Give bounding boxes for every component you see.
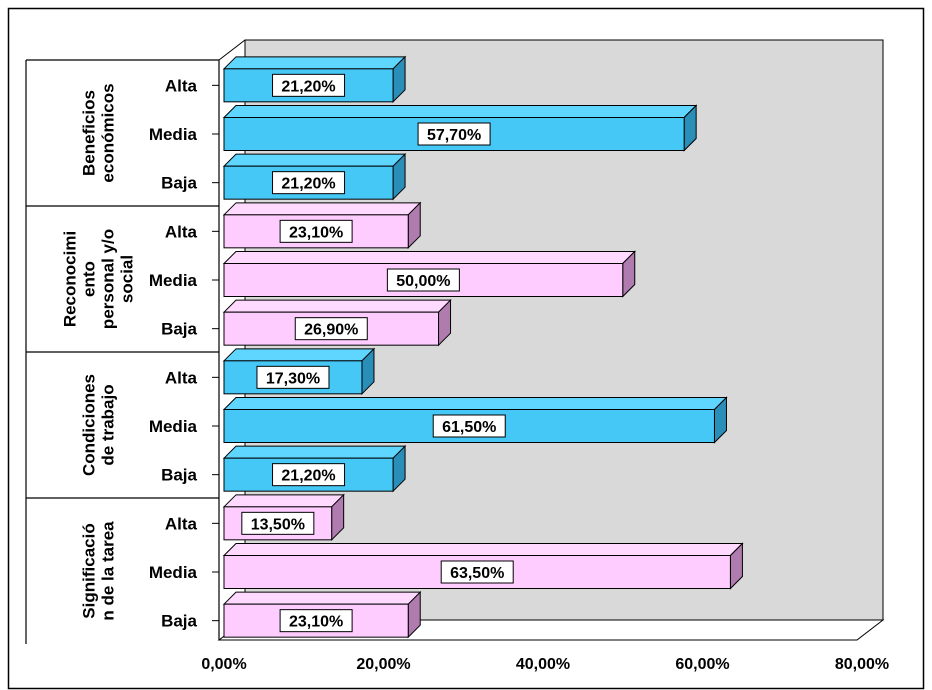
x-tick-label: 40,00% (516, 656, 570, 673)
data-label: 23,10% (289, 224, 343, 241)
bar-top-face (222, 543, 744, 556)
category-label: Baja (161, 174, 197, 193)
bar-top-face (222, 251, 636, 264)
group-label: Beneficioseconómicos (80, 83, 118, 182)
group-label-line: de trabajo (99, 384, 118, 465)
data-label: 21,20% (281, 78, 335, 95)
data-label: 17,30% (266, 370, 320, 387)
bar-top-face (222, 591, 422, 605)
data-label-box (241, 511, 315, 535)
bar-top-face (222, 153, 407, 167)
data-label: 57,70% (427, 127, 481, 144)
data-label-box (440, 560, 514, 584)
category-label: Media (149, 271, 198, 290)
bar-top-face (222, 348, 376, 362)
data-label-box (279, 219, 353, 243)
bar-top-face (222, 397, 728, 410)
data-label: 21,20% (281, 176, 335, 193)
group-label-line: social (118, 255, 137, 303)
group-label: Significación de la tarea (80, 521, 118, 621)
group-label-line: Condiciones (80, 374, 99, 476)
data-label: 63,50% (450, 565, 504, 582)
data-label: 50,00% (396, 273, 450, 290)
bar-top-face (222, 105, 698, 118)
data-label-box (294, 317, 368, 341)
category-label: Alta (165, 368, 198, 387)
category-label: Baja (161, 612, 197, 631)
data-label-box (272, 463, 346, 487)
data-label-box (272, 171, 346, 195)
category-label: Baja (161, 320, 197, 339)
bar-top-face (222, 56, 407, 70)
data-label: 21,20% (281, 468, 335, 485)
group-label-line: económicos (99, 83, 118, 182)
data-label-box (386, 268, 460, 292)
data-label-box (272, 73, 346, 97)
bar-top-face (222, 494, 345, 508)
group-label-line: ento (80, 261, 99, 297)
bar-top-face (222, 202, 422, 216)
group-label: Reconocimientopersonal y/osocial (61, 229, 137, 329)
group-label-line: Beneficios (80, 90, 99, 176)
group-label-line: personal y/o (99, 229, 118, 329)
data-label: 61,50% (442, 419, 496, 436)
category-label: Media (149, 417, 198, 436)
group-label: Condicionesde trabajo (80, 374, 118, 476)
data-label-box (256, 365, 330, 389)
category-label: Media (149, 125, 198, 144)
x-tick-label: 20,00% (356, 656, 410, 673)
bar-top-face (222, 445, 407, 459)
category-label: Alta (165, 222, 198, 241)
x-tick-label: 80,00% (835, 656, 889, 673)
data-label: 26,90% (304, 322, 358, 339)
category-label: Media (149, 563, 198, 582)
group-label-line: n de la tarea (99, 521, 118, 621)
x-tick-label: 0,00% (201, 656, 246, 673)
data-label: 23,10% (289, 614, 343, 631)
group-label-line: Reconocimi (61, 231, 80, 327)
data-label-box (417, 122, 491, 146)
category-label: Alta (165, 76, 198, 95)
category-label: Baja (161, 466, 197, 485)
category-label: Alta (165, 514, 198, 533)
data-label: 13,50% (251, 516, 305, 533)
data-label-box (432, 414, 506, 438)
bar-top-face (222, 299, 452, 313)
x-tick-label: 60,00% (675, 656, 729, 673)
depth-left-edge (218, 39, 246, 61)
group-label-line: Significació (80, 523, 99, 618)
data-label-box (279, 609, 353, 633)
